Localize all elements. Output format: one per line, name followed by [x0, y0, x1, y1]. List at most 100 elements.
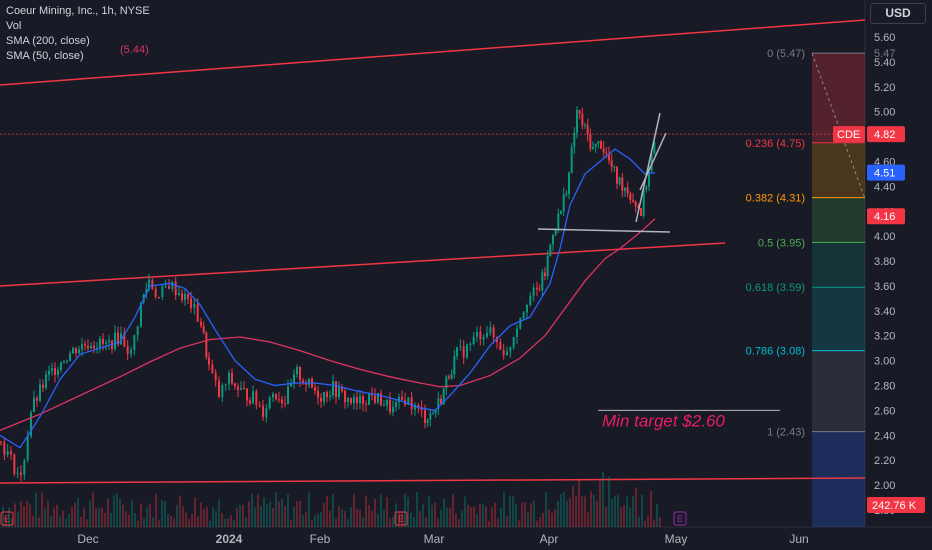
sma50-indicator-label[interactable]: SMA (50, close): [6, 50, 84, 62]
sma50-badge: 4.51: [874, 168, 895, 180]
volume-bar: [488, 520, 490, 527]
candle-body: [362, 396, 364, 404]
earnings-marker[interactable]: [673, 511, 687, 526]
candle-body: [469, 343, 472, 345]
volume-bar: [245, 517, 247, 527]
candle-body: [308, 378, 310, 385]
vol-indicator-label[interactable]: Vol: [6, 20, 22, 32]
volume-bar: [281, 498, 283, 527]
candle-body: [249, 400, 251, 404]
candle-body: [557, 213, 560, 230]
volume-bar: [383, 509, 385, 527]
price-tick-label: 3.60: [874, 281, 895, 293]
candle-body: [202, 325, 205, 333]
volume-bar: [206, 506, 208, 527]
volume-bar: [623, 505, 625, 527]
wedge-upper-line: [639, 132, 667, 191]
candle-body: [123, 333, 126, 347]
candle-body: [541, 272, 544, 290]
candle-body: [154, 289, 157, 297]
candle-body: [383, 405, 385, 407]
symbol-title[interactable]: Coeur Mining, Inc., 1h, NYSE: [6, 5, 150, 17]
volume-bar: [593, 495, 595, 527]
volume-bar: [239, 504, 241, 527]
candle-body: [234, 383, 236, 387]
volume-bar: [560, 494, 562, 527]
candle-body: [368, 393, 370, 405]
candle-body: [502, 350, 505, 356]
candle-body: [592, 146, 594, 150]
volume-bar: [296, 501, 298, 527]
candle-body: [193, 303, 196, 308]
price-tick-label: 5.20: [874, 82, 895, 94]
candle-body: [63, 361, 65, 363]
candle-body: [448, 376, 450, 379]
earnings-marker[interactable]: [394, 511, 408, 526]
volume-bar: [512, 495, 514, 527]
sma200-indicator-label[interactable]: SMA (200, close): [6, 35, 90, 47]
volume-bar: [182, 506, 184, 527]
volume-bar: [242, 505, 244, 527]
currency-button[interactable]: USD: [870, 3, 926, 24]
time-tick-label: Dec: [77, 532, 98, 546]
candle-body: [414, 405, 416, 410]
earnings-marker[interactable]: [0, 511, 14, 526]
volume-bar: [86, 519, 88, 527]
volume-bar: [83, 507, 85, 527]
volume-bar: [557, 500, 559, 527]
candle-body: [205, 332, 208, 358]
fib-level-label: 0.382 (4.31): [746, 193, 805, 205]
volume-bar: [365, 495, 367, 527]
candle-body: [350, 397, 352, 404]
volume-bar: [494, 502, 496, 527]
candle-body: [305, 383, 307, 385]
volume-bar: [227, 518, 229, 527]
candle-body: [278, 399, 280, 401]
volume-bar: [407, 497, 409, 527]
candle-body: [552, 234, 554, 245]
volume-bar: [170, 515, 172, 527]
candle-body: [114, 332, 116, 350]
volume-bar: [413, 517, 415, 527]
candle-body: [440, 398, 442, 405]
candle-body: [184, 293, 186, 300]
volume-bar: [11, 518, 13, 527]
price-tick-label: 2.80: [874, 381, 895, 393]
candle-body: [445, 376, 448, 389]
volume-bar: [536, 520, 538, 527]
volume-bar: [107, 498, 109, 527]
candle-body: [442, 388, 445, 405]
price-tick-label: 2.40: [874, 430, 895, 442]
symbol-tag-bg: [833, 126, 865, 143]
support-line: [0, 477, 866, 484]
volume-bar: [632, 495, 634, 527]
wedge-lower-line: [635, 112, 661, 223]
volume-bar: [215, 510, 217, 527]
candle-body: [60, 362, 62, 371]
volume-bar: [572, 485, 574, 527]
volume-bar: [131, 500, 133, 527]
candle-body: [359, 396, 361, 404]
volume-bar: [392, 516, 394, 527]
candle-body: [426, 419, 429, 423]
volume-bar: [293, 506, 295, 527]
candle-body: [482, 337, 485, 340]
candle-body: [417, 405, 420, 408]
candle-body: [605, 152, 608, 154]
volume-bar: [137, 520, 139, 527]
price-tick-label: 5.60: [874, 32, 895, 44]
candle-body: [323, 392, 325, 402]
candle-body: [640, 208, 642, 216]
volume-bar: [269, 501, 271, 527]
candle-body: [262, 405, 264, 418]
candle-body: [187, 293, 189, 299]
volume-bar: [398, 512, 400, 527]
volume-bar: [626, 496, 628, 527]
volume-bar: [251, 493, 253, 527]
fib-zone: [812, 142, 865, 198]
candle-body: [499, 341, 502, 351]
volume-bar: [56, 504, 58, 527]
volume-bar: [149, 503, 151, 527]
volume-bar: [422, 504, 424, 527]
